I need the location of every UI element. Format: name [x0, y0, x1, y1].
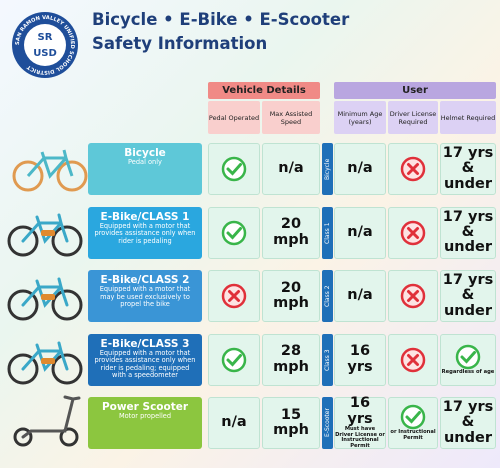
cell: 28 mph [262, 333, 320, 386]
cell-text: n/a [347, 160, 373, 177]
cell-text: 16 yrs [347, 395, 373, 427]
row-tag: Bicycle [322, 143, 333, 195]
title: Safety Information [92, 34, 268, 53]
check-icon [221, 220, 247, 245]
column-header: Pedal Operated [208, 101, 260, 134]
cell-text: n/a [221, 414, 247, 431]
cross-icon [400, 283, 426, 309]
cell-text: 17 yrs & under [442, 145, 494, 192]
group-header: Vehicle Details [208, 82, 320, 99]
title: Bicycle • E-Bike • E-Scooter [92, 10, 350, 29]
cell [388, 143, 438, 195]
vehicle-description: Equipped with a motor that provides assi… [94, 221, 196, 245]
cell-text: 17 yrs & under [442, 399, 494, 446]
logo-bottom: USD [33, 48, 57, 59]
group-header: User [334, 82, 496, 99]
cell: 16 yrs [334, 333, 386, 386]
cell: 17 yrs & under [440, 270, 496, 322]
cross-icon [221, 283, 247, 309]
cell-text: n/a [347, 287, 373, 304]
vehicle-box: E-Bike/CLASS 3 Equipped with a motor that… [88, 333, 202, 386]
cell: n/a [208, 397, 260, 449]
cell [208, 270, 260, 322]
column-header: Max Assisted Speed [262, 101, 320, 134]
vehicle-box: E-Bike/CLASS 1 Equipped with a motor that… [88, 206, 202, 259]
cell: 20 mph [262, 206, 320, 259]
column-header: Helmet Required [440, 101, 496, 134]
row-tag: Class 3 [322, 333, 333, 386]
cell-text: 16 yrs [347, 343, 373, 375]
vehicle-name: E-Bike/CLASS 1 [100, 210, 190, 223]
logo-center [24, 24, 66, 66]
column-header: Driver License Required [388, 101, 438, 134]
check-icon [221, 156, 247, 182]
cell: n/a [334, 206, 386, 259]
cell [208, 143, 260, 195]
cell: or Instructional Permit [388, 397, 438, 449]
illustrations: SAN RAMON VALLEY UNIFIED SCHOOL DISTRICT… [7, 12, 88, 447]
cross-icon [400, 156, 426, 182]
cell-note: Must have Driver License or Instructiona… [335, 425, 385, 449]
vehicle-box: Bicycle Pedal only [88, 143, 202, 195]
cell-text: 28 mph [273, 343, 309, 375]
cell: n/a [262, 143, 320, 195]
check-icon [455, 344, 481, 369]
vehicle-name: Power Scooter [101, 401, 189, 413]
cell: 16 yrs Must have Driver License or Instru… [334, 395, 386, 449]
cell: n/a [334, 143, 386, 195]
vehicle-description: Pedal only [128, 158, 162, 166]
check-icon [400, 405, 426, 430]
cell: 15 mph [262, 397, 320, 449]
column-header: Minimum Age (years) [334, 101, 386, 134]
cell-text: 20 mph [273, 279, 309, 311]
row-tag: Class 2 [322, 270, 333, 322]
cell: n/a [334, 270, 386, 322]
cell-note: Regardless of age [441, 368, 495, 375]
cross-icon [400, 347, 426, 372]
cell [388, 206, 438, 259]
row-tag: E-Scooter [322, 397, 333, 449]
cross-icon [400, 220, 426, 245]
cell-text: 15 mph [273, 406, 309, 438]
cell-text: 17 yrs & under [442, 208, 494, 256]
cell [388, 333, 438, 386]
vehicle-name: E-Bike/CLASS 3 [100, 337, 190, 350]
cell [208, 333, 260, 386]
cell [388, 270, 438, 322]
vehicle-name: Bicycle [124, 147, 166, 159]
vehicle-box: Power Scooter Motor propelled [88, 397, 202, 449]
cell-note: or Instructional Permit [390, 429, 436, 441]
cell: 17 yrs & under [440, 143, 496, 195]
logo-top: SR [38, 32, 53, 43]
cell-text: 17 yrs & under [442, 272, 494, 319]
cell-text: n/a [278, 160, 304, 177]
vehicle-description: Motor propelled [118, 412, 172, 420]
check-icon [221, 347, 247, 372]
vehicle-box: E-Bike/CLASS 2 Equipped with a motor that… [88, 270, 202, 322]
cell-text: n/a [347, 223, 373, 240]
cell: 17 yrs & under [440, 397, 496, 449]
vehicle-description: Equipped with a motor that may be used e… [99, 285, 191, 309]
vehicle-description: Equipped with a motor that provides assi… [94, 348, 196, 380]
cell: 20 mph [262, 270, 320, 322]
cell: 17 yrs & under [440, 206, 496, 259]
cell: Regardless of age [440, 333, 496, 386]
row-tag: Class 1 [322, 206, 333, 259]
cell-text: 20 mph [273, 216, 309, 248]
cell [208, 206, 260, 259]
vehicle-name: E-Bike/CLASS 2 [100, 274, 190, 286]
